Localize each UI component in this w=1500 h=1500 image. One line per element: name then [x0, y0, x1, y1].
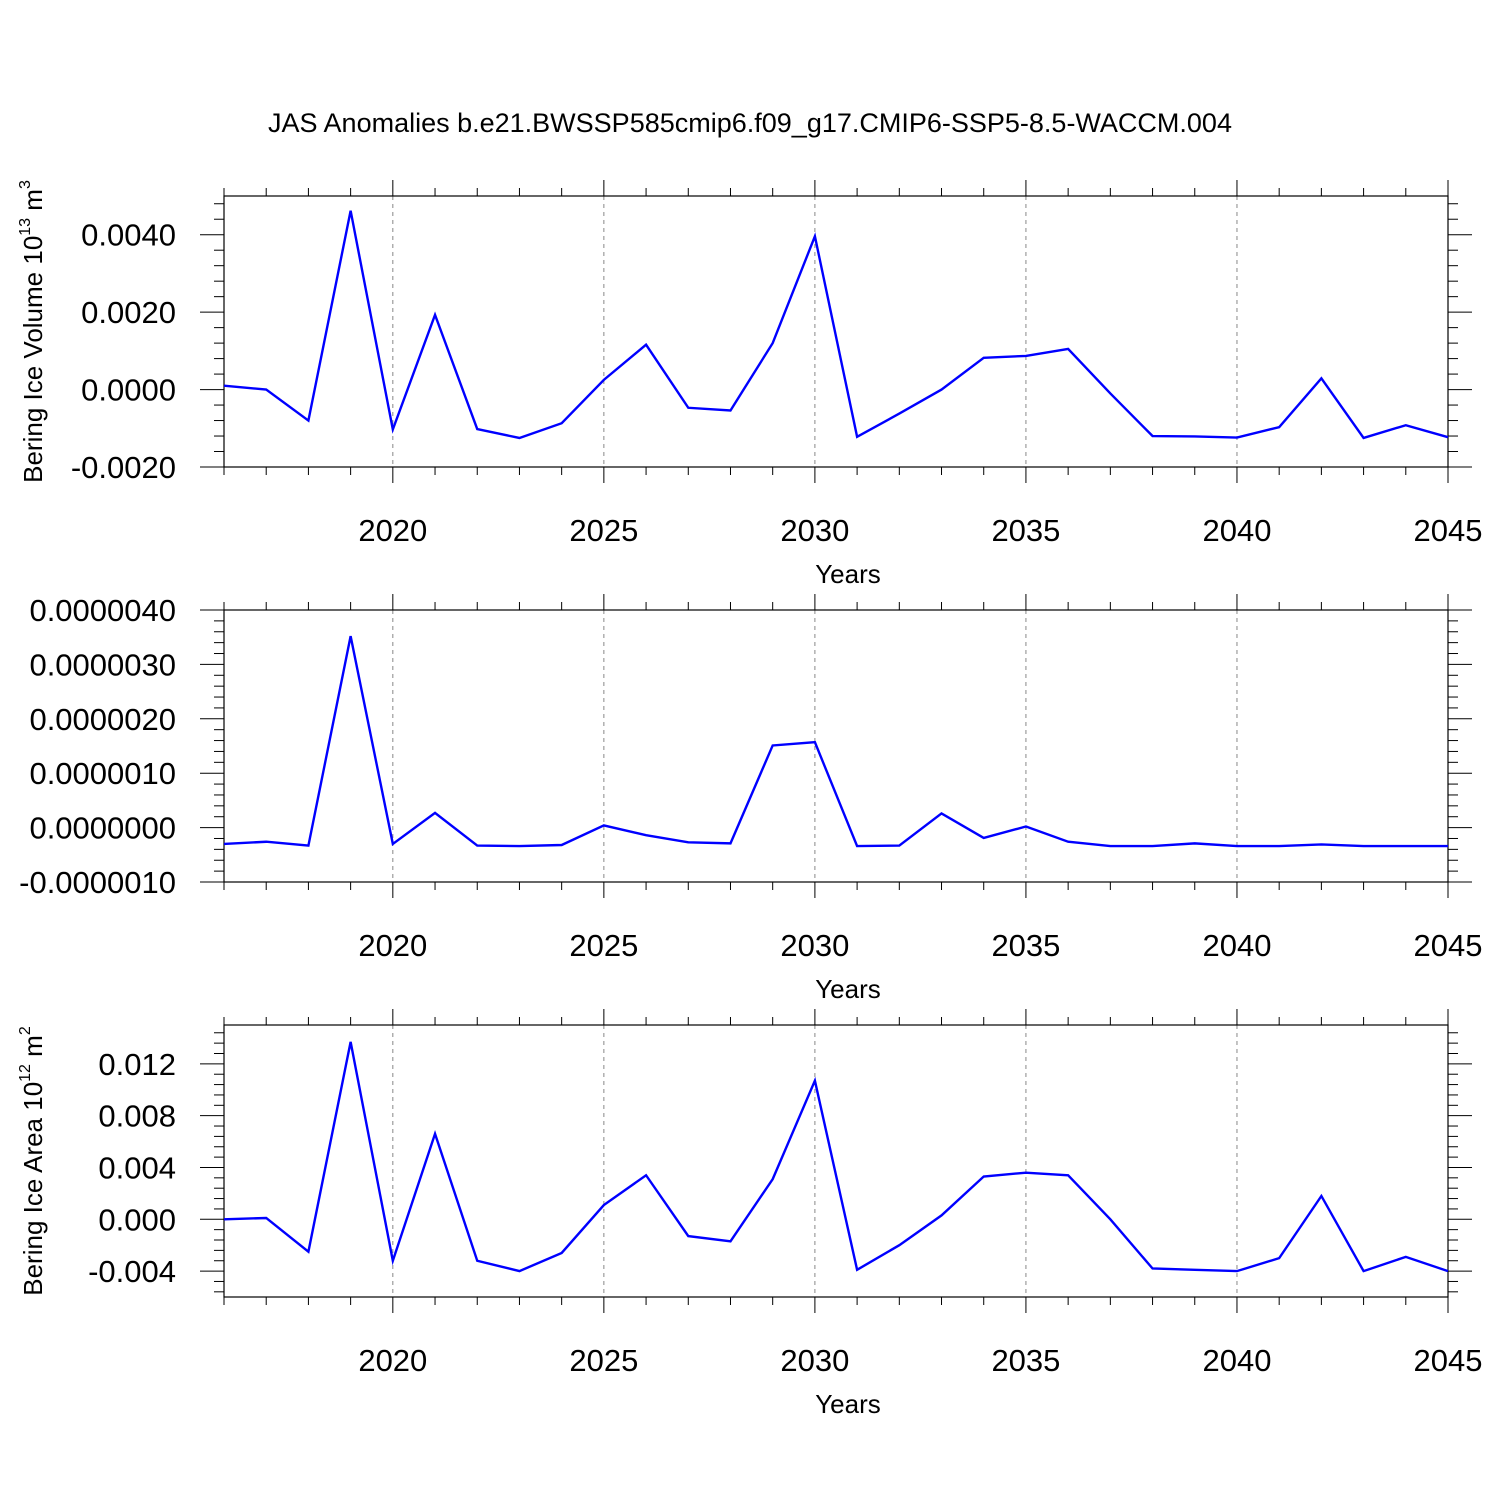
y-axis-title: Bering Ice Area 1012 m2	[17, 1026, 48, 1296]
x-tick-label: 2040	[1202, 513, 1271, 548]
y-tick-label: 0.0000000	[29, 811, 176, 846]
y-tick-label: 0.0000030	[29, 647, 176, 682]
y-tick-label: -0.0020	[71, 450, 176, 485]
x-tick-label: 2020	[358, 928, 427, 963]
y-tick-label: -0.0000010	[19, 865, 176, 900]
figure-title: JAS Anomalies b.e21.BWSSP585cmip6.f09_g1…	[268, 108, 1232, 138]
x-axis-title: Years	[815, 559, 881, 589]
y-tick-label: 0.008	[98, 1099, 176, 1134]
series-line-1	[223, 635, 1448, 848]
x-tick-label: 2040	[1202, 928, 1271, 963]
x-tick-label: 2025	[569, 1343, 638, 1378]
x-tick-label: 2025	[569, 928, 638, 963]
x-tick-label: 2035	[991, 1343, 1060, 1378]
x-tick-label: 2035	[991, 513, 1060, 548]
plot-frame	[223, 195, 1449, 468]
plot-frame	[223, 609, 1449, 883]
x-tick-label: 2030	[780, 1343, 849, 1378]
x-tick-label: 2045	[1414, 928, 1483, 963]
panel-1: -0.0020 0.0000 0.0020 0.0040 2020 2025 2030 203…	[17, 180, 1482, 589]
y-tick-label: 0.0020	[81, 295, 176, 330]
series-line-1	[223, 210, 1449, 440]
series-line-1	[223, 1041, 1449, 1273]
panel-2: -0.0000010 0.0000000 0.0000010 0.0000020 0.0…	[19, 593, 1482, 1004]
x-tick-label: 2020	[358, 1343, 427, 1378]
x-tick-label: 2040	[1202, 1343, 1271, 1378]
y-axis-title: Bering Ice Volume 1013 m3	[17, 180, 48, 483]
y-tick-label: -0.004	[88, 1254, 176, 1289]
y-tick-label: 0.000	[98, 1202, 176, 1237]
x-tick-label: 2030	[780, 513, 849, 548]
x-tick-label: 2030	[780, 928, 849, 963]
y-tick-label: 0.0000010	[29, 756, 176, 791]
plot-frame	[223, 1024, 1449, 1298]
panels: -0.0020 0.0000 0.0020 0.0040 2020 2025 2030 203…	[17, 180, 1482, 1419]
x-axis-title: Years	[815, 974, 881, 1004]
y-tick-label: 0.004	[98, 1150, 176, 1185]
panel-3: -0.004 0.000 0.004 0.008 0.012 2020 2025 2030 20…	[17, 1009, 1482, 1419]
x-tick-label: 2020	[358, 513, 427, 548]
x-axis-title: Years	[815, 1389, 881, 1419]
y-tick-label: 0.0000040	[29, 593, 176, 628]
x-tick-label: 2025	[569, 513, 638, 548]
y-tick-label: 0.0040	[81, 218, 176, 253]
x-tick-label: 2045	[1414, 1343, 1483, 1378]
y-tick-label: 0.0000020	[29, 702, 176, 737]
x-tick-label: 2045	[1414, 513, 1483, 548]
y-tick-label: 0.0000	[81, 373, 176, 408]
x-tick-label: 2035	[991, 928, 1060, 963]
y-tick-label: 0.012	[98, 1047, 176, 1082]
